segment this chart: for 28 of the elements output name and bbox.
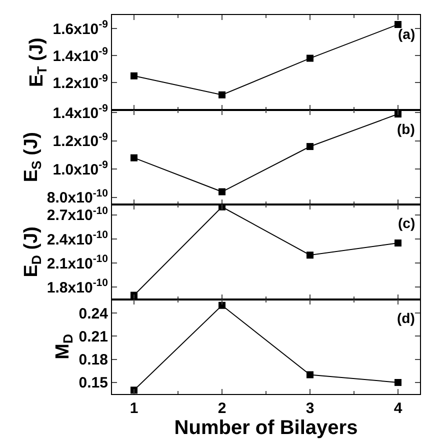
y-tick-label: 1.8x10$^{-10}$ bbox=[46, 277, 108, 296]
x-tick-label: 4 bbox=[394, 400, 403, 417]
y-tick-label: 1.0x10$^{-9}$ bbox=[52, 159, 108, 178]
y-tick-label: 8.0x10$^{-10}$ bbox=[46, 187, 108, 207]
x-axis-title: Number of Bilayers bbox=[174, 417, 358, 439]
y-tick-label: 0.18 bbox=[78, 352, 108, 369]
y-tick-label: 2.4x10$^{-10}$ bbox=[46, 228, 108, 248]
point bbox=[130, 386, 138, 394]
annotation: (b) bbox=[397, 121, 415, 137]
y-tick-label: 0.24 bbox=[78, 305, 109, 322]
point bbox=[394, 378, 402, 386]
y-tick-label: 1.6x10$^{-9}$ bbox=[52, 18, 108, 38]
y-tick-label: 1.2x10$^{-9}$ bbox=[52, 130, 108, 150]
y-tick-label: 0.15 bbox=[78, 374, 108, 392]
y-tick-label: 2.7x10$^{-10}$ bbox=[46, 204, 108, 224]
point bbox=[306, 371, 314, 378]
x-tick-label: 1 bbox=[130, 400, 138, 417]
y-tick-label: 1.4x10$^{-9}$ bbox=[52, 102, 108, 122]
annotation: (a) bbox=[398, 26, 416, 42]
point bbox=[218, 302, 226, 309]
y-tick-label: 2.1x10$^{-10}$ bbox=[46, 253, 108, 272]
x-tick-label: 3 bbox=[306, 400, 314, 417]
y-tick-label: 1.2x10$^{-9}$ bbox=[52, 72, 108, 92]
annotation: (c) bbox=[398, 215, 416, 231]
y-tick-label: 1.4x10$^{-9}$ bbox=[52, 46, 108, 65]
x-tick-label: 2 bbox=[218, 400, 226, 417]
annotation: (d) bbox=[397, 310, 415, 326]
y-tick-label: 0.21 bbox=[78, 328, 108, 346]
